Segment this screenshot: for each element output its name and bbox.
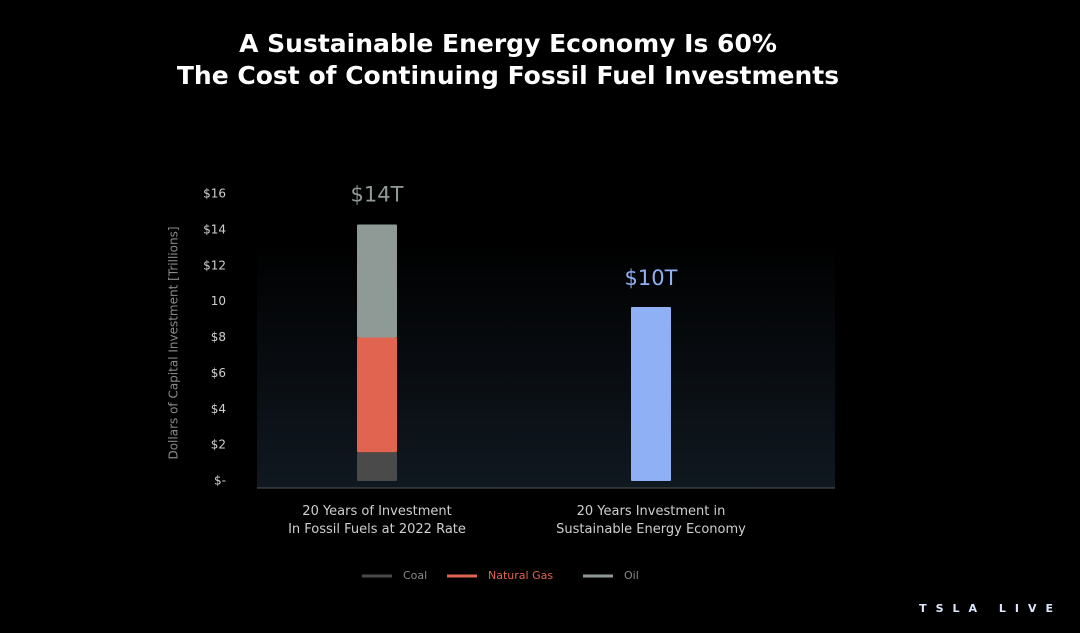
data-label: $10T — [625, 266, 678, 290]
chart-title: The Cost of Continuing Fossil Fuel Inves… — [177, 61, 839, 90]
x-tick-label: 20 Years Investment in Sustainable Energy… — [556, 504, 746, 537]
chart-title: A Sustainable Energy Economy Is 60% — [239, 29, 777, 58]
y-tick-label: $6 — [211, 366, 226, 380]
y-tick-label: 10 — [211, 294, 226, 308]
x-tick-label: 20 Years of Investment In Fossil Fuels at… — [288, 504, 466, 537]
annotation: $14T — [351, 182, 404, 206]
bar — [357, 224, 397, 338]
bar — [357, 452, 397, 481]
legend-label: Natural Gas — [488, 569, 553, 582]
bar — [357, 337, 397, 453]
y-tick-label: $12 — [203, 258, 226, 272]
y-tick-label: $16 — [203, 187, 226, 201]
legend-label: Oil — [624, 569, 639, 582]
y-tick-label: $8 — [211, 330, 226, 344]
watermark: TSLA LIVE — [919, 602, 1062, 615]
y-tick-label: $14 — [203, 222, 226, 236]
bar — [631, 307, 671, 481]
legend-label: Coal — [403, 569, 427, 582]
y-axis-label: Dollars of Capital Investment [Trillions… — [167, 226, 181, 459]
y-tick-label: $- — [214, 474, 226, 488]
y-tick-label: $2 — [211, 438, 226, 452]
y-tick-label: $4 — [211, 402, 226, 416]
plot-background — [257, 240, 835, 488]
